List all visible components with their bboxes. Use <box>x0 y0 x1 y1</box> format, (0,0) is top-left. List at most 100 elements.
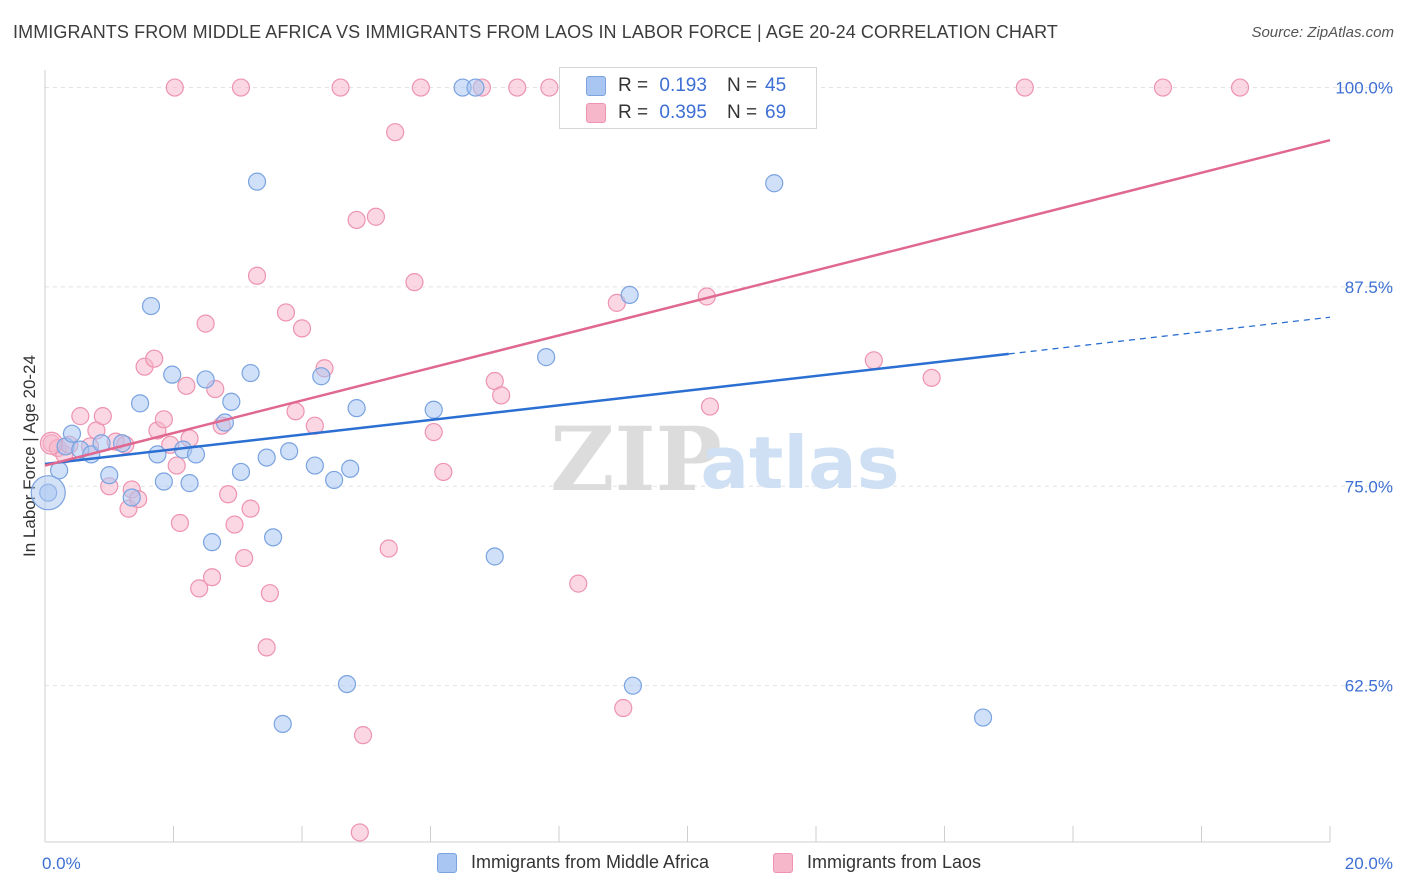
laos-point <box>434 462 453 482</box>
middle-africa-point <box>122 488 141 507</box>
laos-point <box>292 319 312 338</box>
legend-label: Immigrants from Laos <box>807 852 982 872</box>
legend: Immigrants from Middle Africa Immigrants… <box>0 848 1406 880</box>
laos-point <box>366 207 385 226</box>
laos-trend-line <box>44 138 1331 467</box>
laos-point <box>386 123 405 142</box>
middle-africa-point <box>973 708 993 727</box>
laos-point <box>1153 78 1173 97</box>
middle-africa-point <box>273 714 292 734</box>
laos-point <box>405 273 424 292</box>
middle-africa-point <box>148 445 167 464</box>
y-tick-label: 62.5% <box>1345 677 1393 696</box>
laos-point <box>347 210 366 230</box>
n-label: N = <box>726 102 758 123</box>
middle-africa-point <box>231 462 251 482</box>
middle-africa-points <box>30 78 993 734</box>
r-label: R = <box>618 102 649 123</box>
middle-africa-point <box>280 442 299 461</box>
laos-point <box>154 410 173 429</box>
y-tick-label: 75.0% <box>1345 477 1393 496</box>
chart-title: IMMIGRANTS FROM MIDDLE AFRICA VS IMMIGRA… <box>13 22 1058 42</box>
trend-lines <box>44 138 1331 467</box>
middle-africa-point <box>202 533 222 552</box>
laos-point <box>247 266 267 285</box>
legend-swatch-pink <box>773 852 793 873</box>
laos-point <box>614 698 633 718</box>
middle-africa-point <box>537 348 556 367</box>
laos-point <box>922 368 941 387</box>
laos-point <box>196 314 215 333</box>
laos-point <box>508 78 527 97</box>
middle-africa-point <box>112 434 132 453</box>
r-value: 0.193 <box>659 75 707 96</box>
laos-point <box>241 499 260 518</box>
laos-point <box>331 78 350 97</box>
middle-africa-point <box>424 400 443 419</box>
laos-point <box>93 407 112 426</box>
n-label: N = <box>726 75 758 96</box>
middle-africa-point <box>247 172 267 191</box>
middle-africa-point <box>257 448 276 467</box>
n-value: 69 <box>765 102 787 123</box>
x-tick-label: 0.0% <box>42 854 81 873</box>
laos-point <box>219 485 238 504</box>
laos-point <box>170 513 190 533</box>
y-tick-label: 100.0% <box>1335 79 1393 98</box>
middle-africa-point <box>154 472 173 491</box>
pink-swatch <box>586 103 606 123</box>
laos-point <box>225 515 244 534</box>
laos-point <box>260 584 279 603</box>
middle-africa-point <box>485 547 504 566</box>
laos-point <box>353 726 373 745</box>
laos-point <box>202 568 222 587</box>
middle-africa-point <box>325 470 344 490</box>
source-label: Source: ZipAtlas.com <box>1251 24 1394 41</box>
middle-africa-point <box>466 78 485 97</box>
middle-africa-point <box>620 285 639 305</box>
stats-row-middle-africa: R = 0.193 N = 45 <box>586 73 786 99</box>
laos-point <box>231 78 251 97</box>
laos-point <box>235 548 254 568</box>
laos-point <box>177 376 196 395</box>
correlation-stats-box: R = 0.193 N = 45 R = 0.395 N = 69 <box>559 67 817 129</box>
watermark-atlas: atlas <box>700 421 899 505</box>
middle-africa-point <box>337 674 357 694</box>
middle-africa-point <box>312 367 331 386</box>
middle-africa-point <box>263 528 283 547</box>
middle-africa-point <box>305 456 324 475</box>
laos-point <box>167 456 186 475</box>
laos-point <box>379 539 398 558</box>
middle-africa-trend-extension <box>1008 316 1331 355</box>
laos-point <box>190 579 209 598</box>
r-label: R = <box>618 75 649 96</box>
legend-item-laos[interactable]: Immigrants from Laos <box>773 852 981 873</box>
laos-point <box>165 78 184 97</box>
middle-africa-point <box>62 424 82 443</box>
laos-point <box>540 78 559 97</box>
x-tick-label: 20.0% <box>1345 854 1393 873</box>
legend-label: Immigrants from Middle Africa <box>471 852 710 872</box>
middle-africa-point <box>130 394 150 413</box>
middle-africa-trend-line <box>44 352 1009 466</box>
r-value: 0.395 <box>659 102 707 123</box>
middle-africa-point <box>241 363 260 383</box>
laos-point <box>286 402 305 421</box>
middle-africa-point <box>163 365 182 384</box>
laos-point <box>276 303 296 322</box>
middle-africa-point <box>341 459 360 478</box>
laos-point <box>864 351 883 370</box>
middle-africa-point <box>100 466 119 485</box>
middle-africa-point <box>180 474 199 493</box>
laos-point <box>411 78 430 97</box>
laos-point <box>257 638 276 657</box>
laos-point <box>71 407 90 426</box>
laos-point <box>700 397 720 416</box>
legend-item-middle-africa[interactable]: Immigrants from Middle Africa <box>437 852 709 873</box>
y-tick-label: 87.5% <box>1345 278 1393 297</box>
tick-labels: 100.0% 87.5% 75.0% 62.5% 0.0% 20.0% <box>42 79 1393 873</box>
middle-africa-point <box>196 370 215 389</box>
blue-swatch <box>586 76 606 96</box>
